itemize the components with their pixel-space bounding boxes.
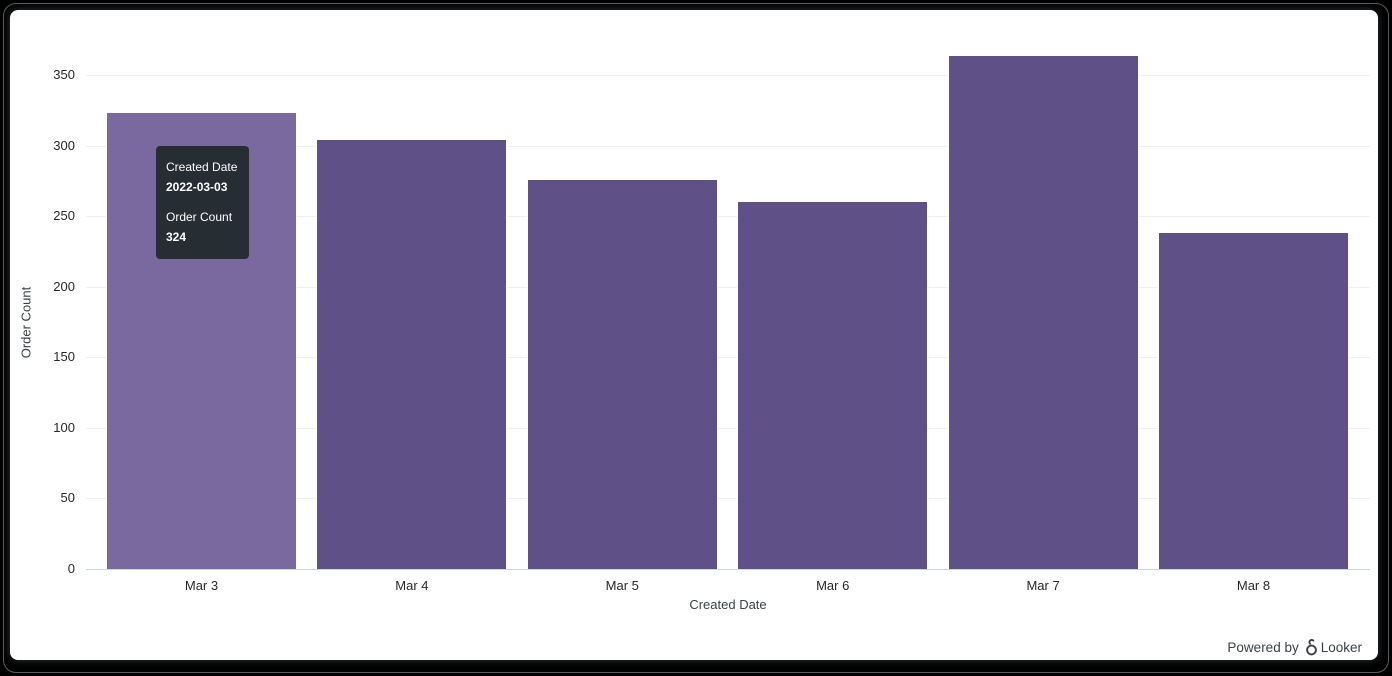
- y-tick-label-50: 50: [60, 490, 75, 506]
- y-tick-label-150: 150: [53, 349, 75, 365]
- gridline-y-250: [86, 216, 1370, 218]
- x-tick-label-mar-5: Mar 5: [605, 578, 639, 593]
- x-tick-label-mar-3: Mar 3: [184, 578, 219, 593]
- x-tick-label-mar-6: Mar 6: [816, 578, 850, 593]
- gridline-y-50: [86, 498, 1370, 500]
- y-tick-label-0: 0: [67, 561, 75, 576]
- chart-tooltip: Created Date 2022-03-03 Order Count 324: [156, 146, 249, 259]
- bar-mar-7[interactable]: [947, 55, 1139, 569]
- gridline-y-200: [86, 286, 1370, 288]
- y-tick-label-250: 250: [53, 208, 75, 224]
- y-tick-label-300: 300: [53, 137, 75, 153]
- gridline-y-100: [86, 427, 1370, 429]
- gridline-y-350: [86, 75, 1370, 76]
- tooltip-measure-value: 324: [166, 230, 187, 244]
- x-axis-title: Created Date: [689, 597, 767, 612]
- x-tick-label-mar-4: Mar 4: [395, 578, 429, 593]
- tooltip-measure-label: Order Count: [166, 210, 233, 224]
- bar-mar-5[interactable]: [526, 179, 718, 569]
- tooltip-dimension-label: Created Date: [166, 160, 238, 174]
- x-tick-label-mar-7: Mar 7: [1026, 578, 1060, 593]
- y-tick-label-350: 350: [53, 67, 75, 82]
- tooltip-measure: Order Count 324: [166, 207, 239, 247]
- x-axis-line: [86, 569, 1370, 570]
- powered-by-looker[interactable]: Powered by Looker: [1227, 639, 1362, 656]
- y-axis-title: Order Count: [18, 286, 34, 359]
- looker-logo-icon: [1305, 639, 1317, 656]
- x-tick-label-mar-8: Mar 8: [1236, 578, 1271, 593]
- bar-mar-4[interactable]: [316, 138, 508, 569]
- gridline-y-150: [86, 357, 1370, 359]
- y-tick-label-100: 100: [53, 419, 75, 435]
- y-tick-label-200: 200: [53, 278, 75, 294]
- looker-brand-text: Looker: [1320, 640, 1362, 655]
- chart-panel: 0 50 100 150 200 250 300 350 Mar 3 Mar 4 Mar 5 Mar …: [10, 10, 1378, 660]
- bar-mar-8[interactable]: [1158, 231, 1349, 569]
- powered-by-text: Powered by: [1227, 640, 1299, 655]
- bar-mar-6[interactable]: [737, 200, 929, 569]
- tooltip-dimension-value: 2022-03-03: [166, 180, 228, 194]
- gridline-y-300: [86, 145, 1370, 147]
- tooltip-dimension: Created Date 2022-03-03: [166, 157, 239, 197]
